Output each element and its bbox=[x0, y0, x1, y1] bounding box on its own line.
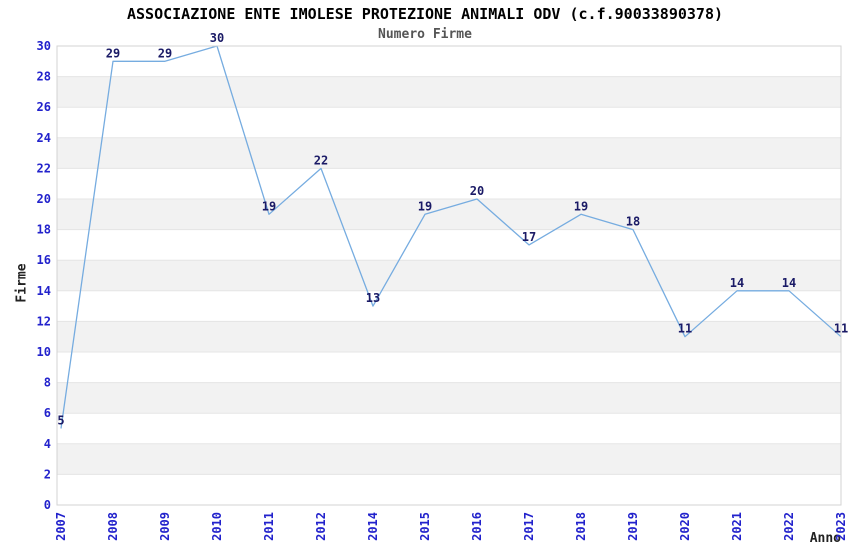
x-tick-label: 2012 bbox=[314, 512, 328, 541]
y-tick-label: 2 bbox=[44, 467, 51, 481]
y-tick-label: 28 bbox=[37, 70, 51, 84]
x-tick-label: 2022 bbox=[782, 512, 796, 541]
y-tick-label: 6 bbox=[44, 406, 51, 420]
y-tick-label: 4 bbox=[44, 437, 51, 451]
data-point-label: 17 bbox=[522, 230, 536, 244]
y-tick-label: 12 bbox=[37, 314, 51, 328]
grid-band bbox=[57, 382, 841, 414]
data-point-label: 18 bbox=[626, 215, 640, 229]
x-tick-label: 2016 bbox=[470, 512, 484, 541]
plot-border bbox=[56, 45, 842, 506]
y-tick-label: 24 bbox=[37, 131, 51, 145]
data-point-label: 30 bbox=[210, 31, 224, 45]
grid-band bbox=[57, 199, 841, 230]
data-point-label: 19 bbox=[574, 199, 588, 213]
data-point-label: 29 bbox=[106, 46, 120, 60]
x-axis-title: Anno bbox=[809, 531, 841, 546]
data-point-label: 14 bbox=[782, 276, 796, 290]
grid-band bbox=[57, 443, 841, 475]
x-tick-label: 2008 bbox=[106, 512, 120, 541]
x-tick-label: 2018 bbox=[574, 512, 588, 541]
x-tick-label: 2010 bbox=[210, 512, 224, 541]
data-point-label: 19 bbox=[262, 199, 276, 213]
x-tick-label: 2015 bbox=[418, 512, 432, 541]
chart-subtitle: Numero Firme bbox=[378, 27, 472, 42]
y-tick-label: 30 bbox=[37, 39, 51, 53]
y-tick-label: 26 bbox=[37, 100, 51, 114]
grid-band bbox=[57, 76, 841, 108]
x-tick-label: 2019 bbox=[626, 512, 640, 541]
chart-title: ASSOCIAZIONE ENTE IMOLESE PROTEZIONE ANI… bbox=[126, 5, 724, 23]
data-point-label: 5 bbox=[57, 414, 64, 428]
y-tick-label: 14 bbox=[37, 284, 51, 298]
y-tick-label: 0 bbox=[44, 498, 51, 512]
data-point-label: 22 bbox=[314, 153, 328, 167]
y-tick-label: 10 bbox=[37, 345, 51, 359]
x-tick-label: 2017 bbox=[522, 512, 536, 541]
data-point-label: 13 bbox=[366, 291, 380, 305]
data-point-label: 14 bbox=[730, 276, 744, 290]
y-tick-label: 22 bbox=[37, 161, 51, 175]
y-tick-label: 20 bbox=[37, 192, 51, 206]
y-tick-label: 8 bbox=[44, 376, 51, 390]
grid-band bbox=[57, 321, 841, 352]
x-tick-label: 2009 bbox=[158, 512, 172, 541]
data-point-label: 19 bbox=[418, 199, 432, 213]
grid-band bbox=[57, 260, 841, 291]
data-point-label: 20 bbox=[470, 184, 484, 198]
data-point-label: 29 bbox=[158, 46, 172, 60]
y-tick-label: 18 bbox=[37, 223, 51, 237]
x-tick-label: 2020 bbox=[678, 512, 692, 541]
x-tick-label: 2007 bbox=[54, 512, 68, 541]
grid-band bbox=[57, 137, 841, 169]
x-tick-label: 2011 bbox=[262, 512, 276, 541]
series-line bbox=[60, 45, 842, 429]
x-tick-label: 2014 bbox=[366, 512, 380, 541]
x-tick-label: 2021 bbox=[730, 512, 744, 541]
x-tick-label: 2023 bbox=[834, 512, 848, 541]
data-point-label: 11 bbox=[678, 322, 692, 336]
y-tick-label: 16 bbox=[37, 253, 51, 267]
